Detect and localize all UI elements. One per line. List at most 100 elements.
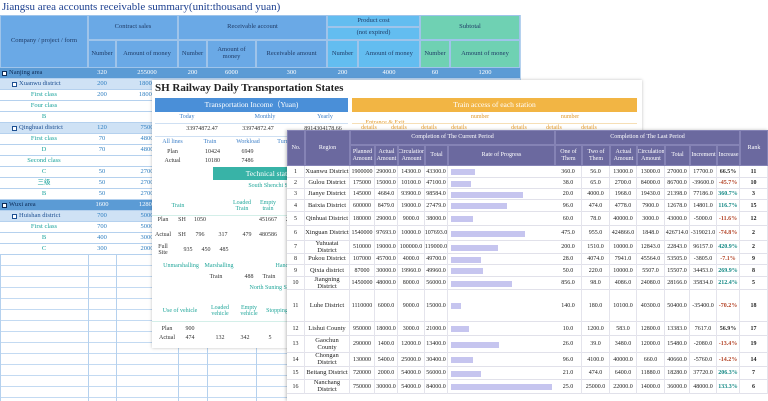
- text: 7486: [241, 158, 254, 165]
- table-row: [287, 254, 768, 265]
- cell: 5000: [140, 212, 154, 220]
- cell: 98584.0: [425, 189, 448, 200]
- text: 796: [195, 232, 205, 239]
- cell: 21000.0: [425, 322, 448, 336]
- cell: 4800: [140, 135, 154, 143]
- collapse-icon: [12, 126, 17, 131]
- cell: 424866.0: [610, 226, 637, 241]
- cell: 50400.0: [665, 290, 690, 322]
- text: Plan: [167, 149, 178, 156]
- header-group: Receivable account: [178, 15, 327, 40]
- cell: 2: [740, 241, 768, 254]
- cell: 15000.0: [425, 290, 448, 322]
- cell: 2700.0: [610, 178, 637, 189]
- progress-bar: [451, 370, 482, 377]
- text: Plan: [161, 326, 173, 333]
- cell: 43300.0: [425, 166, 448, 178]
- cell: -11.6%: [717, 212, 740, 226]
- cell: 28166.0: [665, 277, 690, 290]
- cell: 130000: [350, 353, 375, 367]
- text: details: [421, 124, 437, 131]
- text: Train: [171, 202, 185, 209]
- cell: 37720.0: [690, 367, 717, 380]
- header-cell: Company / project / form: [0, 15, 88, 68]
- table-row: [287, 265, 768, 277]
- subheader: Receivable amount: [256, 40, 327, 68]
- row-label: B: [41, 234, 47, 242]
- cell: 84000.0: [425, 380, 448, 394]
- cell: 100000.0: [398, 241, 425, 254]
- text: Yearly: [317, 114, 333, 121]
- cell: 950000: [350, 322, 375, 336]
- cell: 4: [287, 200, 305, 212]
- cell: 10000.0: [610, 265, 637, 277]
- cell: -13.4%: [717, 336, 740, 353]
- text: Marshalling: [204, 262, 234, 269]
- cell: 39.0: [582, 336, 610, 353]
- cell: 96.0: [555, 353, 582, 367]
- cell: 2700: [140, 179, 154, 187]
- cell: 38.0: [555, 178, 582, 189]
- cell: 17: [740, 322, 768, 336]
- cell: 119000.0: [425, 241, 448, 254]
- cell: 6400.0: [610, 367, 637, 380]
- cell: 56.9%: [717, 322, 740, 336]
- cell: 47100.0: [425, 178, 448, 189]
- cell: 65.0: [582, 178, 610, 189]
- subheader: Rate of Progress: [448, 145, 555, 166]
- row-label: C: [41, 245, 47, 253]
- cell: 360.7%: [717, 189, 740, 200]
- cell: 583.0: [610, 322, 637, 336]
- text: 480586: [259, 232, 277, 239]
- text: details: [391, 124, 407, 131]
- cell: -3805.0: [690, 254, 717, 265]
- cell: 34453.0: [690, 265, 717, 277]
- cell: 14300.0: [398, 166, 425, 178]
- cell: 3480.0: [610, 336, 637, 353]
- cell: 5: [287, 212, 305, 226]
- cell: Chongan District: [305, 353, 350, 367]
- table-row: [287, 241, 768, 254]
- cell: 54000.0: [398, 367, 425, 380]
- cell: 1200: [478, 69, 492, 77]
- progress-bar: [451, 244, 499, 251]
- table-row: [287, 290, 768, 322]
- cell: 11: [287, 290, 305, 322]
- cell: 4086.0: [610, 277, 637, 290]
- cell: 35834.0: [690, 277, 717, 290]
- cell: 12: [287, 322, 305, 336]
- progress-bar: [451, 303, 462, 309]
- text: Train: [203, 139, 217, 146]
- cell: 360.0: [555, 166, 582, 178]
- cell: 14000.0: [637, 380, 665, 394]
- cell: 200: [97, 91, 107, 99]
- cell: 4800: [140, 146, 154, 154]
- cell: -74.8%: [717, 226, 740, 241]
- cell: 60.0: [555, 212, 582, 226]
- cell: 14801.0: [690, 200, 717, 212]
- cell: 4684.0: [375, 189, 398, 200]
- cell: 40000.0: [610, 212, 637, 226]
- cell: 2700: [140, 168, 154, 176]
- row-label: Qinghuai district: [19, 124, 63, 132]
- cell: 49700.0: [425, 254, 448, 265]
- cell: 1450000: [350, 277, 375, 290]
- header-group: Product cost: [327, 15, 420, 27]
- row-label: Second class: [27, 157, 61, 165]
- cell: Nanchang District: [305, 380, 350, 394]
- cell: 4778.0: [610, 200, 637, 212]
- cell: 4000.0: [398, 254, 425, 265]
- table-row: [287, 212, 768, 226]
- cell: 12678.0: [665, 200, 690, 212]
- cell: 220.0: [582, 265, 610, 277]
- progress-bar: [451, 169, 476, 175]
- text: Train: [262, 273, 276, 280]
- text: 5: [268, 335, 272, 342]
- cell: 420.9%: [717, 241, 740, 254]
- cell: 12000.0: [637, 336, 665, 353]
- cell: 7500: [140, 124, 154, 132]
- text: number: [560, 114, 580, 121]
- cell: 96.0: [555, 200, 582, 212]
- progress-bar: [451, 203, 507, 209]
- text: details: [546, 124, 562, 131]
